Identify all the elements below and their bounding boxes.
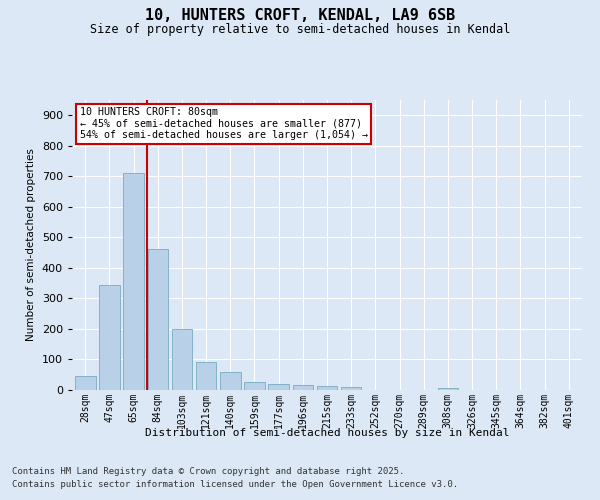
Bar — [268, 384, 289, 390]
Bar — [124, 174, 144, 390]
Bar — [172, 329, 192, 390]
Bar — [341, 387, 361, 390]
Bar — [244, 382, 265, 390]
Text: 10 HUNTERS CROFT: 80sqm
← 45% of semi-detached houses are smaller (877)
54% of s: 10 HUNTERS CROFT: 80sqm ← 45% of semi-de… — [80, 108, 368, 140]
Bar — [148, 248, 168, 390]
Bar — [293, 386, 313, 390]
Text: Distribution of semi-detached houses by size in Kendal: Distribution of semi-detached houses by … — [145, 428, 509, 438]
Bar — [196, 362, 217, 390]
Bar — [437, 388, 458, 390]
Bar — [99, 284, 120, 390]
Y-axis label: Number of semi-detached properties: Number of semi-detached properties — [26, 148, 36, 342]
Bar — [75, 376, 95, 390]
Bar — [220, 372, 241, 390]
Text: 10, HUNTERS CROFT, KENDAL, LA9 6SB: 10, HUNTERS CROFT, KENDAL, LA9 6SB — [145, 8, 455, 22]
Text: Contains public sector information licensed under the Open Government Licence v3: Contains public sector information licen… — [12, 480, 458, 489]
Text: Contains HM Land Registry data © Crown copyright and database right 2025.: Contains HM Land Registry data © Crown c… — [12, 468, 404, 476]
Bar — [317, 386, 337, 390]
Text: Size of property relative to semi-detached houses in Kendal: Size of property relative to semi-detach… — [90, 22, 510, 36]
